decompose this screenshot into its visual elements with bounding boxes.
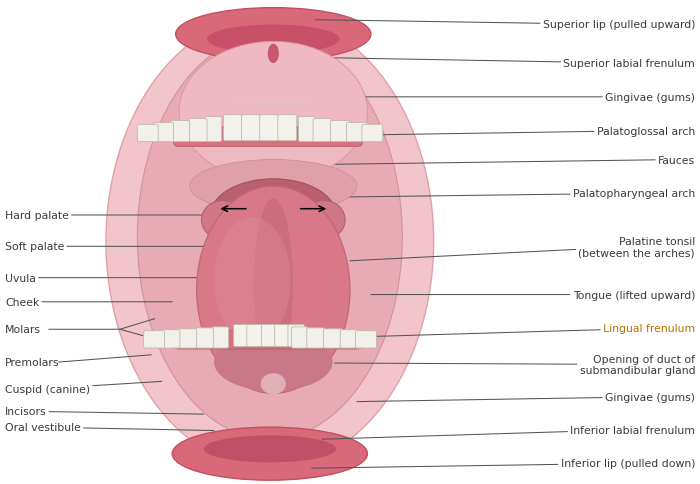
FancyBboxPatch shape: [278, 116, 297, 141]
FancyBboxPatch shape: [313, 119, 331, 142]
Text: Cuspid (canine): Cuspid (canine): [5, 381, 162, 394]
FancyBboxPatch shape: [346, 123, 368, 142]
Text: Palatoglossal arch: Palatoglossal arch: [336, 126, 695, 136]
Ellipse shape: [231, 99, 316, 106]
Text: Lingual frenulum: Lingual frenulum: [322, 324, 695, 338]
FancyBboxPatch shape: [177, 329, 197, 348]
FancyBboxPatch shape: [195, 328, 214, 348]
FancyBboxPatch shape: [159, 330, 180, 348]
FancyBboxPatch shape: [291, 327, 308, 348]
FancyBboxPatch shape: [262, 325, 278, 347]
Text: Premolars: Premolars: [5, 357, 60, 367]
Text: Hard palate: Hard palate: [5, 211, 242, 221]
FancyBboxPatch shape: [174, 127, 363, 147]
Ellipse shape: [267, 45, 279, 64]
Text: Inferior labial frenulum: Inferior labial frenulum: [322, 424, 695, 439]
FancyBboxPatch shape: [362, 125, 383, 142]
FancyBboxPatch shape: [212, 327, 229, 348]
Ellipse shape: [261, 373, 286, 394]
Ellipse shape: [223, 118, 324, 125]
FancyBboxPatch shape: [137, 125, 158, 142]
Ellipse shape: [202, 201, 244, 240]
Text: Inferior lip (pulled down): Inferior lip (pulled down): [312, 458, 695, 469]
FancyBboxPatch shape: [307, 328, 325, 348]
FancyBboxPatch shape: [298, 117, 315, 142]
FancyBboxPatch shape: [340, 330, 361, 348]
FancyBboxPatch shape: [234, 325, 251, 347]
FancyBboxPatch shape: [247, 325, 263, 347]
Ellipse shape: [254, 199, 293, 372]
FancyBboxPatch shape: [189, 119, 207, 142]
FancyBboxPatch shape: [170, 121, 190, 142]
Ellipse shape: [211, 180, 336, 252]
FancyBboxPatch shape: [323, 329, 343, 348]
Text: Soft palate: Soft palate: [5, 242, 218, 252]
Text: Uvula: Uvula: [5, 273, 211, 283]
Ellipse shape: [261, 190, 286, 227]
FancyBboxPatch shape: [144, 331, 164, 348]
Text: Fauces: Fauces: [330, 155, 695, 165]
Text: Palatopharyngeal arch: Palatopharyngeal arch: [335, 189, 695, 199]
Ellipse shape: [172, 427, 368, 480]
FancyBboxPatch shape: [288, 325, 304, 347]
FancyBboxPatch shape: [356, 331, 377, 348]
Text: Tongue (lifted upward): Tongue (lifted upward): [371, 290, 695, 300]
Ellipse shape: [197, 187, 350, 393]
FancyBboxPatch shape: [153, 123, 174, 142]
Text: Cheek: Cheek: [5, 297, 172, 307]
FancyBboxPatch shape: [274, 325, 291, 347]
Ellipse shape: [106, 16, 434, 468]
FancyBboxPatch shape: [205, 117, 222, 142]
Text: Gingivae (gums): Gingivae (gums): [357, 392, 695, 402]
Ellipse shape: [208, 151, 339, 159]
Ellipse shape: [246, 206, 301, 240]
Text: Palatine tonsil
(between the arches): Palatine tonsil (between the arches): [350, 236, 695, 261]
Ellipse shape: [214, 137, 332, 145]
Text: Opening of duct of
submandibular gland: Opening of duct of submandibular gland: [335, 354, 695, 376]
Text: Superior lip (pulled upward): Superior lip (pulled upward): [315, 20, 695, 30]
Ellipse shape: [214, 333, 332, 391]
Ellipse shape: [207, 26, 340, 54]
Ellipse shape: [179, 42, 368, 182]
FancyBboxPatch shape: [260, 116, 279, 141]
Ellipse shape: [137, 35, 402, 439]
Ellipse shape: [303, 201, 345, 240]
Text: Superior labial frenulum: Superior labial frenulum: [304, 58, 695, 69]
Ellipse shape: [204, 436, 336, 462]
FancyBboxPatch shape: [223, 116, 242, 141]
Text: Oral vestibule: Oral vestibule: [5, 422, 214, 432]
Ellipse shape: [190, 160, 357, 213]
Ellipse shape: [176, 9, 371, 61]
FancyBboxPatch shape: [241, 116, 260, 141]
Ellipse shape: [214, 218, 290, 343]
Text: Incisors: Incisors: [5, 407, 204, 416]
FancyBboxPatch shape: [330, 121, 350, 142]
Text: Gingivae (gums): Gingivae (gums): [329, 92, 695, 103]
Text: Molars: Molars: [5, 325, 41, 334]
FancyBboxPatch shape: [174, 331, 363, 349]
